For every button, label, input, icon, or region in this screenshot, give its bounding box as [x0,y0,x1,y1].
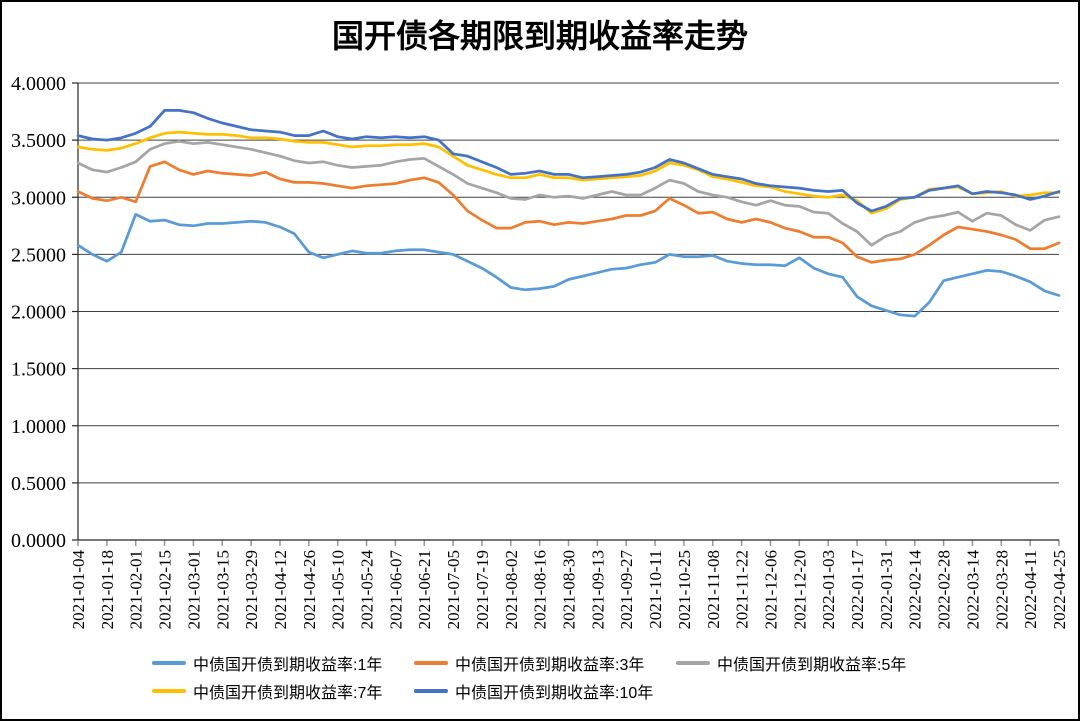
y-axis-label: 3.0000 [11,187,66,209]
x-axis-label: 2021-03-15 [213,550,232,629]
x-axis-label: 2021-07-05 [444,550,463,629]
x-axis-label: 2021-05-24 [358,550,377,630]
x-axis-label: 2021-08-16 [531,550,550,629]
x-axis-label: 2021-02-15 [156,550,175,629]
y-axis-label: 1.5000 [11,359,66,381]
x-axis-label: 2021-12-20 [790,550,809,629]
legend-item-3: 中债国开债到期收益率:7年 [152,677,400,705]
x-axis-label: 2021-05-10 [329,550,348,629]
x-axis-label: 2021-06-07 [386,550,405,630]
series-line-2 [76,139,1061,247]
y-axis-label: 0.0000 [11,530,66,552]
x-axis-label: 2021-08-30 [560,550,579,629]
legend-line-swatch [414,689,448,693]
x-axis-label: 2022-02-14 [906,550,925,630]
x-axis-label: 2022-04-11 [1021,550,1040,629]
y-axis-label: 2.0000 [11,302,66,324]
legend: 中债国开债到期收益率:1年 中债国开债到期收益率:3年 中债国开债到期收益率:5年中… [152,649,1032,705]
x-axis-label: 2021-09-13 [588,550,607,629]
series-line-1 [76,160,1061,264]
x-axis-label: 2021-09-27 [617,550,636,630]
x-axis-label: 2022-01-03 [819,550,838,629]
y-axis-label: 4.0000 [11,73,66,95]
y-axis-label: 1.0000 [11,416,66,438]
x-axis-label: 2022-01-17 [848,550,867,630]
x-axis-label: 2022-02-28 [935,550,954,629]
y-axis-label: 2.5000 [11,244,66,266]
legend-line-swatch [152,689,186,693]
legend-line-swatch [414,661,448,665]
legend-label: 中债国开债到期收益率:10年 [455,685,654,702]
x-axis-label: 2021-07-19 [473,550,492,629]
x-axis-label: 2021-04-26 [300,550,319,629]
chart-title: 国开债各期限到期收益率走势 [331,18,748,54]
legend-label: 中债国开债到期收益率:3年 [455,657,645,674]
plot-area: 0.0000 0.5000 1.0000 1.5000 2.0000 2.5000 3.00… [11,73,1069,630]
legend-item-1: 中债国开债到期收益率:3年 [414,649,662,677]
legend-label: 中债国开债到期收益率:5年 [717,657,907,674]
y-axis-label: 3.5000 [11,130,66,152]
legend-item-2: 中债国开债到期收益率:5年 [676,649,924,677]
legend-item-0: 中债国开债到期收益率:1年 [152,649,400,677]
x-axis-label: 2021-12-06 [761,550,780,629]
x-axis-label: 2021-01-18 [98,550,117,629]
y-axis-label: 0.5000 [11,473,66,495]
x-axis-label: 2021-03-01 [184,550,203,629]
x-axis-label: 2021-08-02 [502,550,521,629]
legend-line-swatch [676,661,710,665]
x-axis-label: 2021-03-29 [242,550,261,629]
x-axis-label: 2021-04-12 [271,550,290,629]
legend-label: 中债国开债到期收益率:1年 [193,657,383,674]
x-axis-label: 2021-01-04 [69,550,88,630]
x-axis-label: 2021-11-08 [704,550,723,629]
x-axis-label: 2022-04-25 [1050,550,1069,629]
x-axis-label: 2022-03-28 [992,550,1011,629]
legend-item-4: 中债国开债到期收益率:10年 [414,677,662,705]
legend-label: 中债国开债到期收益率:7年 [193,685,383,702]
x-axis-label: 2021-10-11 [646,550,665,629]
legend-line-swatch [152,661,186,665]
x-axis-label: 2021-11-22 [733,550,752,629]
series-line-4 [76,109,1061,213]
x-axis-label: 2021-02-01 [127,550,146,629]
x-axis-label: 2021-10-25 [675,550,694,629]
x-axis-label: 2022-01-31 [877,550,896,629]
x-axis-label: 2022-03-14 [963,550,982,630]
x-axis-label: 2021-06-21 [415,550,434,629]
series-line-0 [76,213,1061,318]
